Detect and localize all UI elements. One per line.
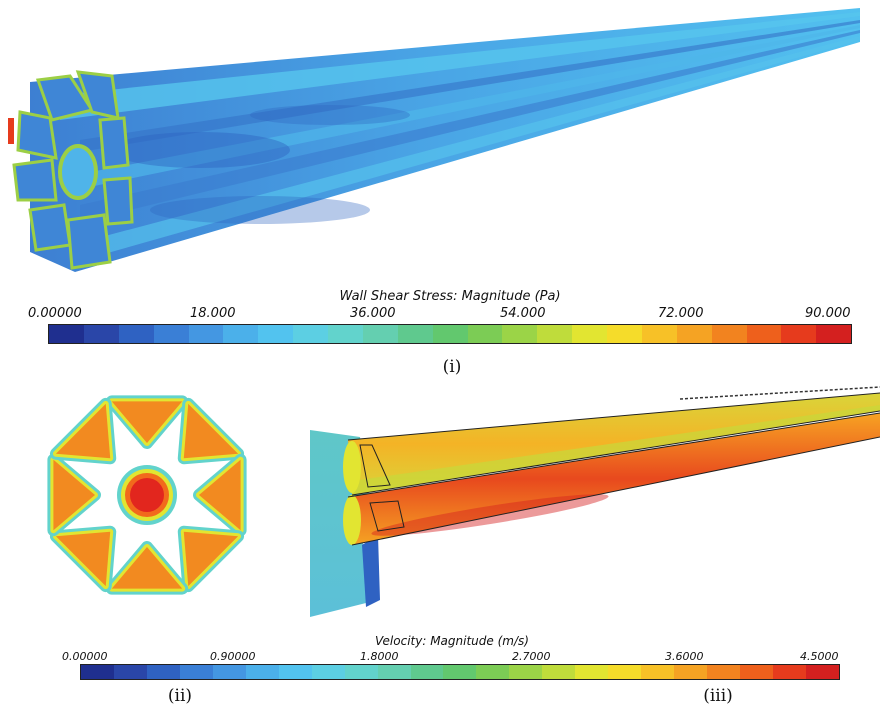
subchannel-core (199, 459, 241, 531)
colorbar-segment (293, 325, 328, 343)
colorbar-segment (537, 325, 573, 343)
subchannel-core (111, 401, 183, 443)
colorbar-segment (49, 325, 84, 343)
wss-tick-0: 0.00000 (28, 306, 82, 321)
colorbar-segment (773, 665, 806, 679)
colorbar-segment (153, 325, 189, 343)
colorbar-segment (575, 665, 609, 679)
colorbar-segment (245, 665, 279, 679)
colorbar-segment (397, 325, 433, 343)
colorbar-segment (443, 665, 477, 679)
colorbar-segment (146, 665, 180, 679)
colorbar-segment (509, 665, 543, 679)
subchannel-core (183, 403, 239, 459)
colorbar-segment (311, 665, 345, 679)
subchannel-core (53, 459, 95, 531)
wss-tick-3: 54.000 (500, 306, 546, 321)
colorbar-segment (258, 325, 294, 343)
colorbar-segment (83, 325, 119, 343)
colorbar-segment (179, 665, 213, 679)
colorbar-segment (278, 665, 312, 679)
velocity-colorbar (80, 664, 840, 680)
colorbar-segment (676, 325, 712, 343)
colorbar-segment (212, 665, 246, 679)
velocity-tick-4: 3.6000 (665, 650, 704, 663)
colorbar-segment (81, 665, 114, 679)
wss-tick-4: 72.000 (658, 306, 704, 321)
colorbar-segment (707, 665, 741, 679)
colorbar-segment (188, 325, 224, 343)
colorbar-segment (641, 325, 677, 343)
colorbar-segment (781, 325, 817, 343)
colorbar-segment (377, 665, 411, 679)
colorbar-segment (362, 325, 398, 343)
colorbar-segment (410, 665, 444, 679)
cross-section-velocity-plot (47, 395, 247, 595)
colorbar-segment (328, 325, 363, 343)
colorbar-segment (118, 325, 154, 343)
caption-ii: (ii) (167, 686, 193, 706)
wss-tick-1: 18.000 (190, 306, 236, 321)
colorbar-segment (113, 665, 147, 679)
subchannel-core (55, 531, 111, 587)
velocity-tick-3: 2.7000 (512, 650, 551, 663)
colorbar-segment (223, 325, 259, 343)
colorbar-segment (746, 325, 782, 343)
velocity-colorbar-title: Velocity: Magnitude (m/s) (375, 634, 529, 648)
colorbar-segment (674, 665, 708, 679)
subchannel-core (111, 547, 183, 589)
velocity-tick-2: 1.8000 (360, 650, 399, 663)
colorbar-segment (740, 665, 774, 679)
colorbar-segment (607, 325, 642, 343)
velocity-tick-1: 0.90000 (210, 650, 256, 663)
subchannel-core (55, 403, 111, 459)
colorbar-segment (432, 325, 468, 343)
colorbar-segment (608, 665, 642, 679)
wss-tick-2: 36.000 (350, 306, 396, 321)
colorbar-segment (344, 665, 378, 679)
colorbar-segment (572, 325, 607, 343)
wss-colorbar (48, 324, 852, 344)
subchannel-core (183, 531, 239, 587)
wall-shear-stress-plot (8, 8, 860, 272)
colorbar-segment (641, 665, 675, 679)
wss-tick-5: 90.000 (805, 306, 851, 321)
caption-i: (i) (442, 357, 462, 377)
velocity-tick-0: 0.00000 (62, 650, 108, 663)
wss-colorbar-title: Wall Shear Stress: Magnitude (Pa) (339, 289, 561, 304)
colorbar-segment (542, 665, 576, 679)
colorbar-segment (467, 325, 503, 343)
colorbar-segment (711, 325, 747, 343)
colorbar-segment (502, 325, 538, 343)
colorbar-segment (816, 325, 852, 343)
caption-iii: (iii) (703, 686, 733, 706)
center-rod-core (130, 478, 164, 512)
side-velocity-plot (310, 386, 880, 617)
colorbar-segment (476, 665, 510, 679)
colorbar-segment (805, 665, 839, 679)
velocity-tick-5: 4.5000 (800, 650, 839, 663)
